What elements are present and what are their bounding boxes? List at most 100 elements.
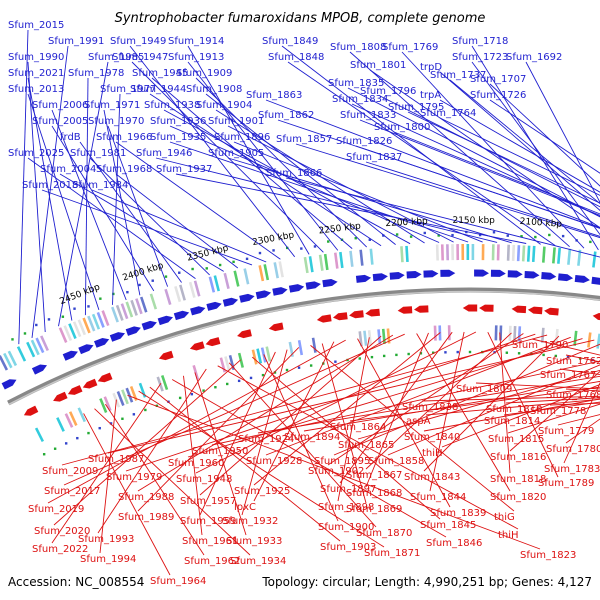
outer-marker xyxy=(99,297,102,300)
kbp-tick-label: 2100 kbp xyxy=(519,217,562,230)
inner-marker xyxy=(190,392,194,396)
outer-marker xyxy=(300,247,303,250)
inner-annotation-bar xyxy=(517,326,522,342)
forward-label-leader xyxy=(149,93,382,247)
map-title: Syntrophobacter fumaroxidans MPOB, compl… xyxy=(115,11,486,26)
inner-marker xyxy=(214,386,217,389)
forward-gene-label: frdB xyxy=(60,132,81,143)
reverse-gene-arrow xyxy=(592,313,600,321)
forward-gene-arrow xyxy=(94,338,110,348)
outer-annotation-bar xyxy=(111,306,119,323)
forward-gene-label: Sfum_2013 xyxy=(8,84,64,95)
outer-annotation-bar xyxy=(115,304,124,321)
forward-label-leader xyxy=(439,71,600,211)
outer-annotation-bar xyxy=(318,254,324,271)
forward-gene-arrow xyxy=(206,301,222,311)
forward-gene-arrow xyxy=(239,293,255,303)
outer-annotation-bar xyxy=(511,244,516,261)
reverse-gene-label: Sfum_1816 xyxy=(490,452,546,463)
label-layer: 2100 kbp 2150 kbp 2200 kbp 2250 kbp 2300 kbp… xyxy=(8,20,600,587)
forward-label-leader xyxy=(281,45,541,245)
reverse-label-leader xyxy=(217,365,519,530)
inner-annotation-bar xyxy=(77,407,87,423)
forward-label-leader xyxy=(195,77,368,248)
forward-label-leader xyxy=(351,103,600,217)
reverse-gene-label: Sfum_1962 xyxy=(184,556,240,567)
forward-gene-label: Sfum_2025 xyxy=(8,148,64,159)
reverse-label-leader xyxy=(475,382,600,390)
reverse-gene-label: Sfum_1900 xyxy=(318,522,374,533)
forward-label-leader xyxy=(295,143,600,239)
outer-marker xyxy=(61,315,65,318)
outer-marker xyxy=(87,305,90,308)
reverse-gene-arrow xyxy=(349,310,364,319)
forward-gene-label: Sfum_1913 xyxy=(168,52,224,63)
inner-annotation-bar xyxy=(358,331,363,347)
outer-marker xyxy=(164,275,168,278)
outer-annotation-bar xyxy=(16,346,27,362)
reverse-gene-arrow xyxy=(82,378,98,389)
forward-label-leader xyxy=(84,77,89,316)
outer-annotation-bar xyxy=(263,264,270,281)
outer-annotation-bar xyxy=(3,352,13,369)
forward-gene-label: Sfum_1833 xyxy=(340,110,396,121)
reverse-gene-arrow xyxy=(333,312,348,321)
reverse-label-leader xyxy=(63,333,405,486)
forward-gene-label: Sfum_1863 xyxy=(246,90,302,101)
reverse-gene-label: Sfum_1789 xyxy=(538,478,594,489)
forward-gene-label: Sfum_1966 xyxy=(96,132,152,143)
forward-gene-arrow xyxy=(190,306,206,316)
forward-label-leader xyxy=(151,77,353,249)
reverse-gene-label: Sfum_1840 xyxy=(404,432,460,443)
inner-annotation-bar xyxy=(56,417,65,432)
outer-annotation-bar xyxy=(149,293,158,310)
reverse-label-leader xyxy=(357,338,451,508)
inner-marker xyxy=(346,358,349,362)
reverse-label-leader xyxy=(211,360,600,446)
feature-layer xyxy=(0,29,600,576)
outer-marker xyxy=(409,235,413,238)
reverse-gene-label: Sfum_2009 xyxy=(42,466,98,477)
reverse-gene-label: thiG xyxy=(494,512,515,523)
forward-gene-label: Sfum_1834 xyxy=(332,94,388,105)
inner-marker xyxy=(249,376,253,380)
forward-label-leader xyxy=(401,51,585,249)
outer-annotation-bar xyxy=(592,251,597,268)
forward-gene-arrow xyxy=(1,379,17,390)
forward-gene-label: Sfum_1977 xyxy=(100,84,156,95)
inner-marker xyxy=(419,352,423,355)
reverse-gene-arrow xyxy=(23,405,39,416)
reverse-label-leader xyxy=(194,372,247,536)
reverse-label-leader xyxy=(423,398,600,432)
inner-annotation-bar xyxy=(377,329,382,345)
forward-gene-arrow xyxy=(222,297,239,307)
inner-annotation-bar xyxy=(573,330,578,346)
inner-marker xyxy=(407,352,410,356)
reverse-label-leader xyxy=(339,331,453,484)
inner-annotation-bar xyxy=(587,332,592,348)
forward-gene-label: Sfum_1949 xyxy=(110,36,166,47)
reverse-gene-label: Sfum_1870 xyxy=(356,528,412,539)
inner-annotation-bar xyxy=(540,327,545,343)
forward-label-leader xyxy=(285,177,600,258)
outer-marker xyxy=(561,234,565,238)
forward-label-leader xyxy=(27,157,196,279)
outer-annotation-bar xyxy=(541,246,546,263)
forward-gene-label: Sfum_1968 xyxy=(96,164,152,175)
inner-annotation-bar xyxy=(64,413,74,428)
forward-gene-arrow xyxy=(305,281,321,290)
outer-annotation-bar xyxy=(87,315,96,332)
forward-label-leader xyxy=(349,51,570,248)
reverse-gene-label: Sfum_1767 xyxy=(540,370,596,381)
forward-gene-arrow xyxy=(125,326,141,336)
reverse-label-leader xyxy=(423,335,560,472)
forward-label-leader xyxy=(379,95,600,208)
forward-gene-label: Sfum_1796 xyxy=(360,86,416,97)
forward-gene-arrow xyxy=(173,310,190,321)
reverse-gene-label: Sfum_1924 xyxy=(238,434,294,445)
forward-gene-label: Sfum_2015 xyxy=(8,20,64,31)
inner-marker xyxy=(76,436,79,440)
reverse-gene-label: Sfum_1868 xyxy=(346,488,402,499)
inner-marker xyxy=(178,396,182,400)
outer-annotation-bar xyxy=(7,350,18,367)
